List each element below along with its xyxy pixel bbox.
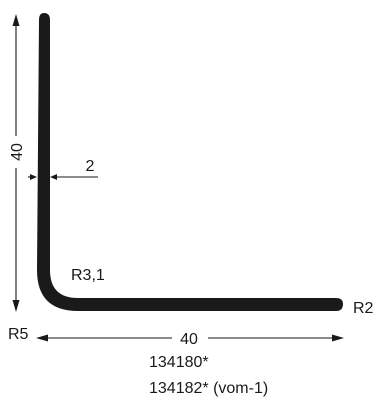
width-label: 40 xyxy=(180,331,198,348)
thickness-arrow-left xyxy=(30,174,37,180)
width-arrow-left xyxy=(36,334,48,342)
part-number-line2: 134182* (vom-1) xyxy=(149,380,268,397)
width-dimension: 40 xyxy=(36,326,344,348)
width-arrow-right xyxy=(332,334,344,342)
end-radius-label: R2 xyxy=(353,300,374,317)
part-number-line1: 134180* xyxy=(149,354,209,371)
thickness-label: 2 xyxy=(86,158,95,175)
inner-radius-label: R3,1 xyxy=(71,267,105,284)
height-arrow-bottom xyxy=(12,300,20,312)
thickness-dimension: 2 xyxy=(28,158,98,180)
outer-corner-radius-label: R5 xyxy=(8,326,29,343)
thickness-arrow-right xyxy=(50,174,57,180)
height-label: 40 xyxy=(9,143,26,161)
height-dimension: 40 xyxy=(6,14,26,312)
height-arrow-top xyxy=(12,14,20,26)
